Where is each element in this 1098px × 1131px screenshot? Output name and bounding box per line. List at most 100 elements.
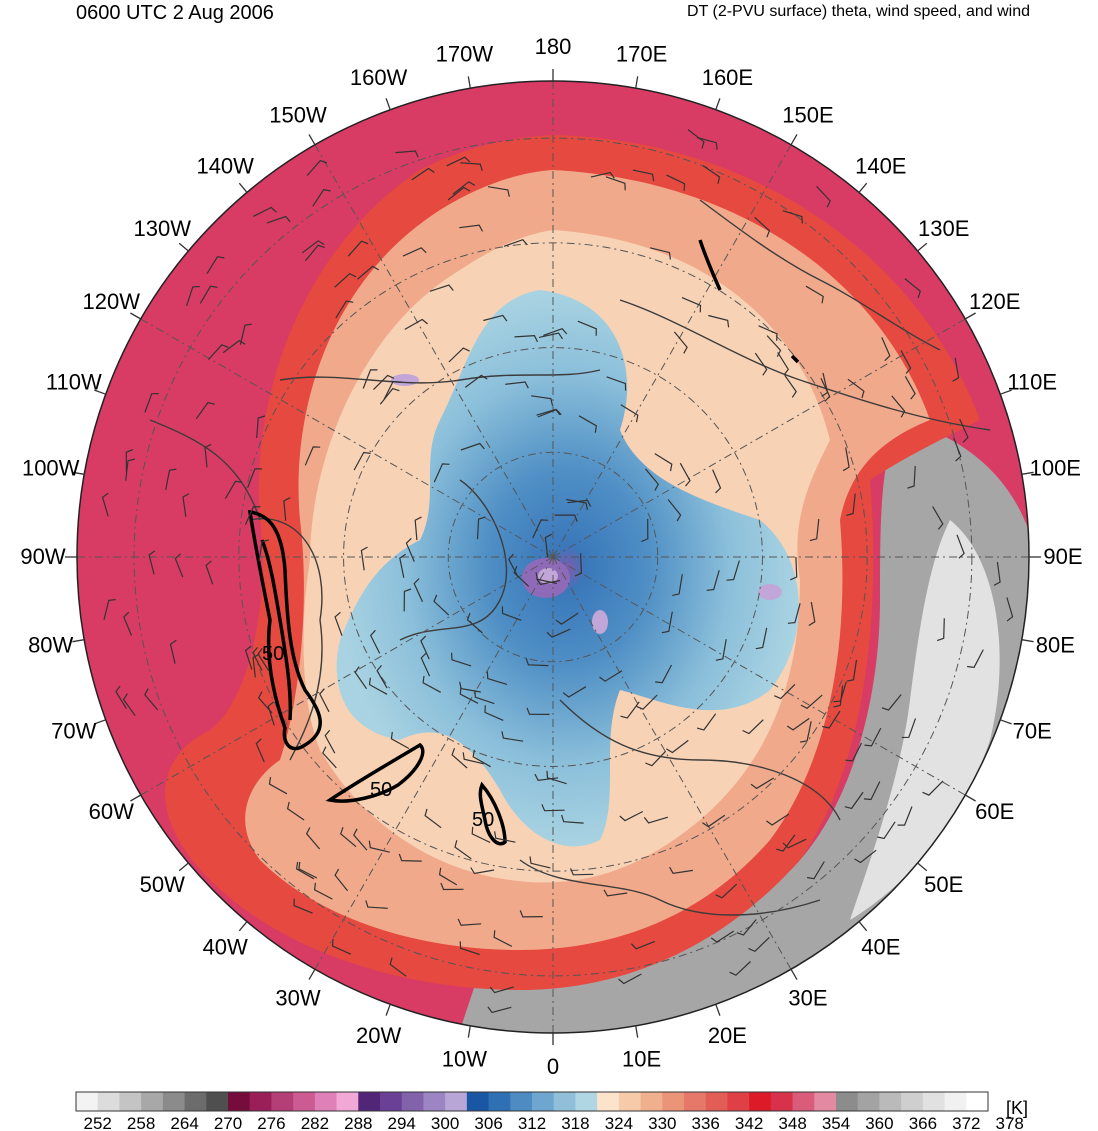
colorbar-tick-label: 276 — [257, 1114, 285, 1131]
longitude-tick — [858, 182, 868, 193]
wind-barb — [125, 458, 135, 481]
wind-barb — [864, 727, 882, 747]
wind-barb — [503, 238, 528, 247]
longitude-tick — [130, 794, 142, 802]
colorbar-cell — [184, 1092, 207, 1111]
wind-barb — [376, 665, 388, 689]
meridian — [140, 556, 554, 796]
longitude-label: 170W — [436, 42, 494, 67]
longitude-tick — [964, 794, 976, 802]
longitude-label: 30E — [788, 986, 827, 1011]
wind-barb — [390, 731, 410, 750]
meridian — [552, 318, 966, 558]
jet-contour-siberia — [698, 239, 800, 364]
wind-barb — [513, 565, 530, 587]
longitude-label: 160W — [350, 65, 408, 90]
colorbar-tick-label: 258 — [127, 1114, 155, 1131]
wind-barb — [715, 883, 738, 899]
wind-barb — [900, 350, 912, 374]
longitude-label: 80W — [28, 633, 73, 658]
longitude-tick — [790, 968, 798, 980]
wind-barb — [224, 480, 243, 499]
wind-barb — [546, 628, 571, 638]
longitude-label: 100E — [1030, 455, 1081, 480]
wind-barb — [543, 327, 568, 336]
colorbar: 252 258 264 270 276 282 288 294 300 306 312 318 324 3… — [75, 1091, 1024, 1131]
wind-barb — [877, 821, 896, 840]
wind-barb — [800, 721, 812, 743]
wind-barb — [239, 323, 252, 345]
contour-label-labrador: 50 — [262, 643, 284, 665]
wind-speed-contours — [247, 239, 800, 846]
wind-barb — [373, 374, 395, 391]
wind-barb — [451, 652, 472, 667]
longitude-tick — [385, 98, 391, 110]
wind-barb — [661, 611, 673, 634]
colorbar-tick-label: 342 — [735, 1114, 763, 1131]
colorbar-cell — [488, 1092, 511, 1111]
wind-barb — [470, 867, 495, 875]
longitude-tick — [94, 719, 106, 725]
wind-barb — [319, 688, 330, 713]
longitude-label: 100W — [22, 455, 80, 480]
wind-barb — [353, 451, 371, 471]
longitude-tick — [715, 1004, 721, 1016]
wind-barb — [643, 816, 668, 824]
wind-barb — [578, 415, 598, 433]
wind-barb — [952, 357, 960, 382]
wind-barb — [206, 256, 225, 275]
wind-barb — [474, 690, 495, 705]
wind-barb — [334, 611, 343, 636]
wind-barb — [748, 936, 770, 953]
longitude-tick — [178, 242, 189, 252]
colorbar-cell — [466, 1092, 489, 1111]
wind-barb — [782, 838, 807, 849]
wind-barb — [505, 381, 529, 389]
wind-barb — [452, 181, 476, 195]
longitude-tick — [467, 76, 471, 89]
valid-time-title: 0600 UTC 2 Aug 2006 — [76, 2, 274, 24]
wind-barb — [464, 374, 488, 388]
longitude-tick — [858, 921, 868, 932]
longitude-tick — [1021, 471, 1034, 475]
longitude-tick — [238, 921, 248, 932]
wind-barb — [706, 570, 720, 591]
wind-barb — [715, 639, 727, 661]
wind-barb — [144, 688, 159, 711]
colorbar-cell — [141, 1092, 164, 1111]
latitude-circle — [343, 347, 763, 767]
colorbar-cell — [228, 1092, 251, 1111]
wind-barb — [247, 468, 262, 488]
colorbar-cell — [705, 1092, 728, 1111]
wind-barb — [755, 627, 768, 650]
wind-barb — [402, 247, 427, 257]
wind-barb — [295, 861, 315, 880]
wind-barb — [729, 961, 751, 976]
wind-barb — [354, 666, 368, 690]
colorbar-tick-label: 306 — [474, 1114, 502, 1131]
longitude-tick — [1000, 389, 1012, 395]
colorbar-cell — [445, 1092, 468, 1111]
wind-barb — [736, 919, 757, 936]
wind-barb — [255, 738, 265, 763]
wind-barb — [383, 380, 401, 400]
longitude-tick — [635, 1025, 639, 1038]
longitude-label: 180 — [535, 34, 572, 59]
graticule — [77, 81, 1029, 1033]
wind-barb — [256, 415, 266, 439]
colorbar-cell — [293, 1092, 316, 1111]
wind-barb — [301, 240, 325, 254]
longitude-tick — [238, 182, 248, 193]
wind-barb — [806, 861, 825, 880]
wind-barb — [529, 856, 551, 869]
colorbar-tick-label: 336 — [692, 1114, 720, 1131]
product-title: DT (2-PVU surface) theta, wind speed, an… — [687, 3, 1030, 20]
wind-barb — [679, 462, 691, 487]
wind-barb — [514, 334, 539, 343]
wind-barb — [457, 918, 482, 926]
colorbar-cell — [97, 1092, 120, 1111]
wind-barb — [258, 539, 269, 562]
wind-barb — [144, 393, 159, 413]
colorbar-cell — [597, 1092, 620, 1111]
wind-barb — [863, 781, 881, 801]
